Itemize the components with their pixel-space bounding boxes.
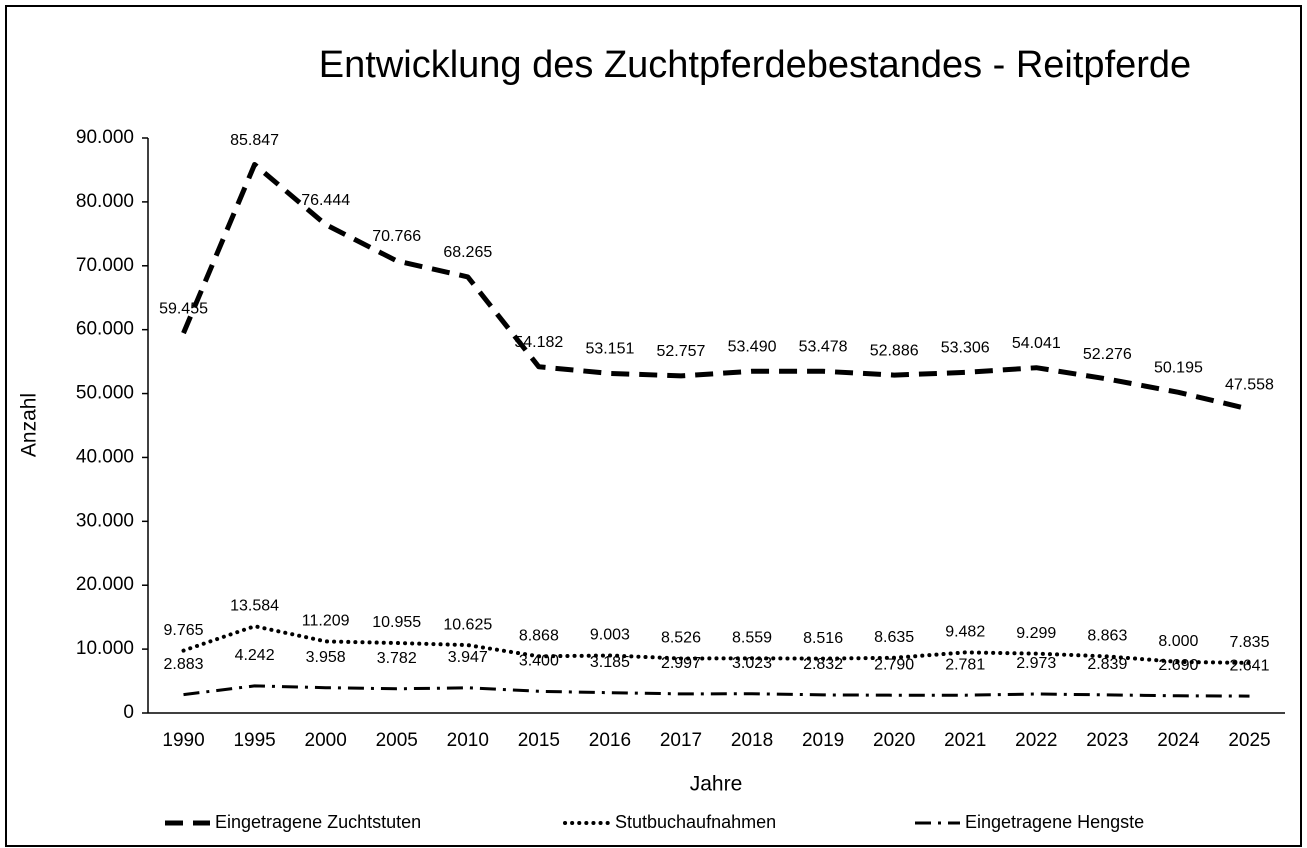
data-label: 53.490 <box>728 338 777 355</box>
chart-title: Entwicklung des Zuchtpferdebestandes - R… <box>319 44 1191 86</box>
data-label: 3.400 <box>519 652 559 669</box>
x-tick-label: 2022 <box>1015 730 1057 751</box>
data-label: 59.455 <box>159 300 208 317</box>
x-tick-label: 2005 <box>376 730 418 751</box>
y-tick-label: 20.000 <box>76 574 134 595</box>
data-label: 4.242 <box>235 647 275 664</box>
legend-label: Eingetragene Hengste <box>965 812 1144 832</box>
data-label: 8.868 <box>519 628 559 645</box>
data-label: 85.847 <box>230 132 279 149</box>
data-label: 76.444 <box>301 192 350 209</box>
data-label: 53.478 <box>799 339 848 356</box>
data-label: 53.306 <box>941 340 990 357</box>
y-tick-label: 50.000 <box>76 383 134 404</box>
y-axis-label: Anzahl <box>18 393 41 457</box>
data-label: 3.023 <box>732 655 772 672</box>
x-tick-label: 1995 <box>233 730 275 751</box>
data-label: 11.209 <box>302 613 350 630</box>
data-label: 3.947 <box>448 649 488 666</box>
y-tick-label: 70.000 <box>76 255 134 276</box>
data-label: 9.003 <box>590 627 630 644</box>
data-label: 52.757 <box>657 343 706 360</box>
legend-label: Eingetragene Zuchtstuten <box>215 812 421 832</box>
y-tick-label: 90.000 <box>76 127 134 148</box>
data-label: 8.526 <box>661 630 701 647</box>
series-line <box>181 624 1252 665</box>
data-label: 9.299 <box>1016 625 1056 642</box>
data-label: 9.482 <box>945 624 985 641</box>
x-tick-label: 2025 <box>1228 730 1270 751</box>
x-tick-label: 2023 <box>1086 730 1128 751</box>
data-label: 68.265 <box>443 244 492 261</box>
data-label: 8.863 <box>1087 628 1127 645</box>
x-tick-label: 2017 <box>660 730 702 751</box>
data-label: 3.185 <box>590 654 630 671</box>
series-line <box>181 162 1251 412</box>
data-label: 8.000 <box>1158 633 1198 650</box>
data-label: 2.641 <box>1229 657 1269 674</box>
data-label: 70.766 <box>372 228 421 245</box>
data-label: 8.516 <box>803 630 843 647</box>
data-label: 2.883 <box>164 656 204 673</box>
data-label: 2.781 <box>945 656 985 673</box>
data-label: 10.625 <box>443 616 492 633</box>
x-tick-label: 2021 <box>944 730 986 751</box>
data-label: 3.782 <box>377 650 417 667</box>
x-tick-label: 2018 <box>731 730 773 751</box>
x-axis-label: Jahre <box>690 773 743 796</box>
data-label: 52.276 <box>1083 346 1132 363</box>
data-label: 2.832 <box>803 656 843 673</box>
chart-border <box>5 5 1302 847</box>
data-label: 8.635 <box>874 629 914 646</box>
x-tick-label: 2019 <box>802 730 844 751</box>
data-label: 2.839 <box>1087 656 1127 673</box>
data-label: 2.690 <box>1158 657 1198 674</box>
data-label: 50.195 <box>1154 360 1203 377</box>
y-tick-label: 10.000 <box>76 638 134 659</box>
series-line <box>183 684 1250 698</box>
y-tick-label: 80.000 <box>76 191 134 212</box>
x-tick-label: 2020 <box>873 730 915 751</box>
data-label: 54.182 <box>514 334 563 351</box>
data-label: 3.958 <box>306 649 346 666</box>
x-tick-label: 2000 <box>305 730 347 751</box>
data-label: 53.151 <box>585 341 634 358</box>
y-tick-label: 0 <box>123 702 134 723</box>
x-tick-label: 2024 <box>1157 730 1200 751</box>
x-tick-label: 2010 <box>447 730 489 751</box>
y-tick-label: 60.000 <box>76 319 134 340</box>
data-label: 9.765 <box>164 622 204 639</box>
data-label: 8.559 <box>732 630 772 647</box>
x-tick-label: 2016 <box>589 730 631 751</box>
legend-label: Stutbuchaufnahmen <box>615 812 776 832</box>
data-label: 54.041 <box>1012 335 1061 352</box>
data-label: 52.886 <box>870 342 919 359</box>
data-label: 13.584 <box>230 597 279 614</box>
data-label: 10.955 <box>372 614 421 631</box>
data-label: 2.790 <box>874 656 914 673</box>
x-tick-label: 1990 <box>162 730 204 751</box>
y-tick-label: 30.000 <box>76 510 134 531</box>
data-label: 2.997 <box>661 655 701 672</box>
data-label: 2.973 <box>1016 655 1056 672</box>
data-label: 7.835 <box>1229 634 1269 651</box>
x-tick-label: 2015 <box>518 730 560 751</box>
data-label: 47.558 <box>1225 376 1274 393</box>
y-tick-label: 40.000 <box>76 446 134 467</box>
